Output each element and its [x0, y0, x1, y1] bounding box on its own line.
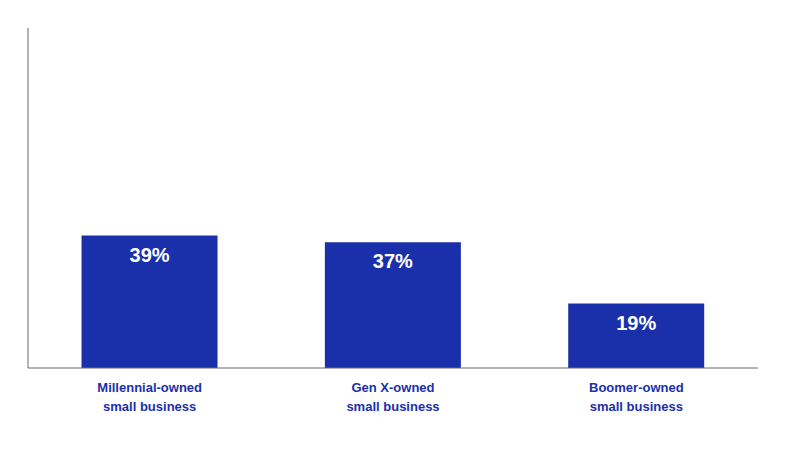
svg-text:39%: 39%: [130, 244, 170, 266]
svg-text:Millennial-ownedsmall business: Millennial-ownedsmall business: [97, 380, 202, 414]
svg-text:Boomer-ownedsmall business: Boomer-ownedsmall business: [589, 380, 684, 414]
svg-text:19%: 19%: [616, 312, 656, 334]
svg-text:Gen X-ownedsmall business: Gen X-ownedsmall business: [346, 380, 439, 414]
svg-text:37%: 37%: [373, 250, 413, 272]
